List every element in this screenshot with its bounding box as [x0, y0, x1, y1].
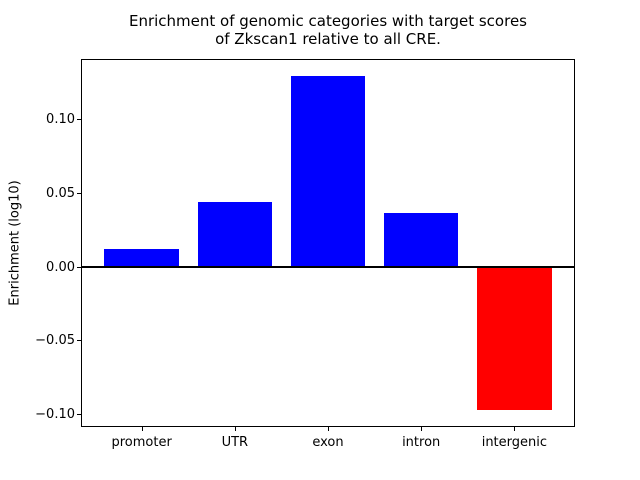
x-tick-label-intron: intron — [402, 435, 441, 450]
plot-area — [81, 59, 575, 427]
x-tick-mark — [421, 427, 423, 431]
bar-intergenic — [477, 266, 552, 410]
bar-exon — [290, 76, 366, 267]
chart-title: Enrichment of genomic categories with ta… — [128, 12, 527, 48]
y-tick-mark — [77, 266, 81, 268]
x-tick-label-promoter: promoter — [111, 435, 172, 450]
x-tick-label-intergenic: intergenic — [481, 435, 548, 450]
bar-intron — [383, 213, 459, 267]
bar-promoter — [104, 248, 179, 267]
x-tick-label-UTR: UTR — [221, 435, 249, 450]
y-tick-label: −0.05 — [35, 333, 75, 349]
y-tick-label: 0.05 — [46, 185, 75, 201]
x-tick-label-exon: exon — [312, 435, 344, 450]
y-tick-mark — [77, 414, 81, 416]
y-tick-mark — [77, 119, 81, 121]
x-tick-mark — [328, 427, 329, 431]
y-tick-mark — [77, 340, 81, 342]
bar-UTR — [197, 201, 273, 267]
y-tick-label: 0.00 — [46, 259, 75, 275]
y-tick-label: −0.10 — [35, 407, 75, 423]
x-tick-mark — [514, 427, 516, 431]
y-tick-label: 0.10 — [46, 112, 75, 128]
y-tick-mark — [77, 192, 81, 194]
x-tick-mark — [141, 427, 143, 431]
zero-line — [82, 265, 574, 268]
x-tick-mark — [234, 427, 236, 431]
